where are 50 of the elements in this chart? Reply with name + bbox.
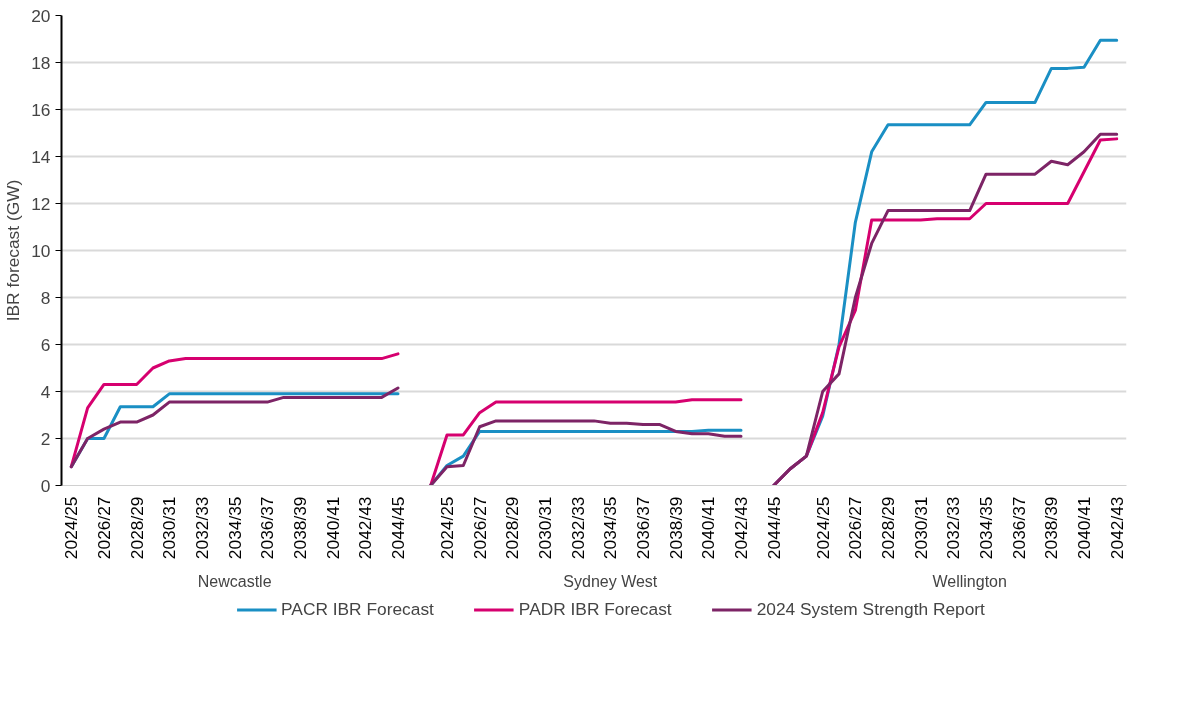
y-tick-label: 6 <box>40 334 51 355</box>
x-tick-label: 2036/37 <box>257 496 278 560</box>
x-tick-label: 2032/33 <box>943 496 964 560</box>
x-tick-label: 2040/41 <box>698 496 719 560</box>
x-tick-label: 2026/27 <box>469 496 490 560</box>
y-tick-label: 4 <box>40 381 51 402</box>
x-tick-label: 2034/35 <box>224 496 245 560</box>
x-tick-label: 2034/35 <box>600 496 621 560</box>
y-tick-label: 10 <box>31 240 51 261</box>
x-tick-label: 2030/31 <box>159 496 180 560</box>
legend-label: PADR IBR Forecast <box>518 598 672 620</box>
legend-label: PACR IBR Forecast <box>281 598 434 620</box>
text: Wellington <box>932 572 1007 590</box>
x-tick-label: 2024/25 <box>61 496 82 560</box>
x-tick-label: 2028/29 <box>878 496 899 560</box>
x-tick-label: 2030/31 <box>535 496 555 560</box>
x-tick-label: 2032/33 <box>191 496 212 560</box>
x-tick-label: 2024/25 <box>436 496 457 560</box>
x-tick-label: 2034/35 <box>976 496 997 560</box>
x-tick-label: 2036/37 <box>633 496 653 560</box>
y-tick-label: 16 <box>31 99 51 120</box>
x-tick-label: 2030/31 <box>910 496 931 560</box>
x-tick-label: 2040/41 <box>1074 496 1095 560</box>
x-tick-label: 2038/39 <box>289 496 310 560</box>
x-tick-label: 2028/29 <box>502 496 523 560</box>
x-tick-label: 2026/27 <box>845 496 866 560</box>
y-tick-label: 2 <box>40 428 51 449</box>
x-tick-label: 2038/39 <box>665 496 686 560</box>
y-axis-title: IBR forecast (GW) <box>3 179 24 322</box>
y-tick-label: 8 <box>40 287 51 308</box>
y-tick-label: 18 <box>31 52 51 73</box>
x-tick-label: 2028/29 <box>126 496 147 560</box>
x-tick-label: 2032/33 <box>567 496 588 560</box>
x-tick-label: 2036/37 <box>1008 496 1029 560</box>
x-tick-label: 2040/41 <box>322 496 343 560</box>
y-tick-label: 12 <box>31 193 51 214</box>
y-tick-label: 0 <box>40 475 51 496</box>
x-tick-label: 2042/43 <box>731 496 752 560</box>
x-tick-label: 2024/25 <box>812 496 833 560</box>
x-tick-label: 2044/45 <box>763 496 784 560</box>
text: Newcastle <box>197 572 272 590</box>
x-tick-label: 2042/43 <box>1106 496 1127 560</box>
y-tick-label: 20 <box>31 5 51 26</box>
legend-label: 2024 System Strength Report <box>756 598 985 620</box>
x-tick-label: 2038/39 <box>1041 496 1062 560</box>
x-tick-label: 2026/27 <box>93 496 114 560</box>
x-tick-label: 2042/43 <box>355 496 376 560</box>
y-tick-label: 14 <box>31 146 51 167</box>
text: Sydney West <box>563 572 658 590</box>
x-tick-label: 2044/45 <box>387 496 408 560</box>
